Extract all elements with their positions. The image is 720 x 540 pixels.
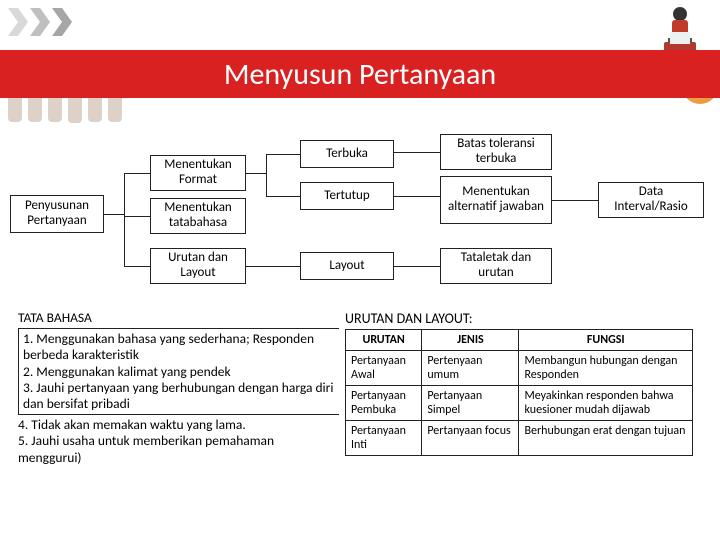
grammar-heading: TATA BAHASA	[18, 310, 339, 326]
col-header: FUNGSI	[519, 330, 693, 351]
node-layout: Layout	[300, 252, 394, 280]
grammar-item: 4. Tidak akan memakan waktu yang lama.	[18, 417, 339, 433]
col-header: JENIS	[422, 330, 519, 351]
node-batas: Batas toleransi terbuka	[440, 134, 552, 170]
grammar-item: 5. Jauhi usaha untuk memberikan pemahama…	[18, 433, 339, 465]
grammar-item: 3. Jauhi pertanyaan yang berhubungan den…	[23, 380, 335, 412]
grammar-text: TATA BAHASA 1. Menggunakan bahasa yang s…	[0, 310, 345, 540]
node-terbuka: Terbuka	[300, 140, 394, 168]
node-alternatif: Menentukan alternatif jawaban	[440, 176, 552, 224]
grammar-item: 1. Menggunakan bahasa yang sederhana; Re…	[23, 331, 335, 363]
chevron-decor	[8, 8, 72, 36]
table-row: Pertanyaan Inti Pertanyaan focus Berhubu…	[346, 421, 693, 456]
grammar-item: 2. Menggunakan kalimat yang pendek	[23, 364, 335, 380]
node-data-interval: Data Interval/Rasio	[598, 182, 704, 218]
node-tatabahasa: Menentukan tatabahasa	[150, 198, 246, 234]
layout-table-section: URUTAN DAN LAYOUT: URUTAN JENIS FUNGSI P…	[345, 310, 705, 540]
table-row: Pertanyaan Pembuka Pertanyaan Simpel Mey…	[346, 386, 693, 421]
page-title: Menyusun Pertanyaan	[224, 56, 496, 93]
layout-table: URUTAN JENIS FUNGSI Pertanyaan Awal Pert…	[345, 329, 693, 456]
node-tertutup: Tertutup	[300, 182, 394, 210]
col-header: URUTAN	[346, 330, 422, 351]
node-tataletak: Tataletak dan urutan	[440, 248, 552, 284]
bottom-section: TATA BAHASA 1. Menggunakan bahasa yang s…	[0, 310, 720, 540]
table-row: Pertanyaan Awal Pertenyaan umum Membangu…	[346, 351, 693, 386]
title-band: Menyusun Pertanyaan	[0, 50, 720, 98]
flow-diagram: Penyusunan Pertanyaan Menentukan Format …	[0, 140, 720, 300]
node-urutan: Urutan dan Layout	[150, 248, 246, 284]
layout-table-title: URUTAN DAN LAYOUT:	[345, 310, 693, 327]
node-root: Penyusunan Pertanyaan	[10, 195, 104, 233]
node-format: Menentukan Format	[150, 155, 246, 191]
